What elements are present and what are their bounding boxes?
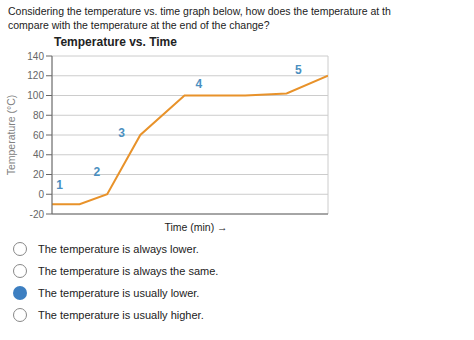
svg-text:3: 3 [118, 126, 125, 140]
svg-text:60: 60 [33, 130, 45, 141]
html-text:Time (min) →: Time (min) → [164, 221, 228, 233]
svg-text:1: 1 [56, 178, 63, 192]
html-text:Temperature vs. Time: Temperature vs. Time [54, 35, 177, 49]
svg-text:140: 140 [27, 51, 44, 62]
svg-text:80: 80 [33, 110, 45, 121]
svg-text:0: 0 [38, 189, 44, 200]
svg-text:-20: -20 [30, 209, 45, 218]
html-text:The temperature is usually hig: The temperature is usually higher. [38, 309, 204, 321]
svg-text:Temperature (°C): Temperature (°C) [8, 95, 17, 176]
html-text:The temperature is usually low: The temperature is usually lower. [38, 287, 200, 299]
svg-text:40: 40 [33, 149, 45, 160]
html-text:The temperature is always the: The temperature is always the same. [38, 265, 219, 277]
svg-text:120: 120 [27, 70, 44, 81]
html-text:Considering the temperature vs: Considering the temperature vs. time gra… [8, 5, 391, 17]
svg-text:5: 5 [295, 63, 302, 77]
svg-text:20: 20 [33, 169, 45, 180]
html-text:The temperature is always lowe: The temperature is always lower. [38, 243, 199, 255]
svg-text:4: 4 [196, 77, 203, 91]
html-text:compare with the temperature a: compare with the temperature at the end … [8, 19, 270, 31]
svg-text:100: 100 [27, 90, 44, 101]
svg-text:2: 2 [93, 165, 100, 179]
